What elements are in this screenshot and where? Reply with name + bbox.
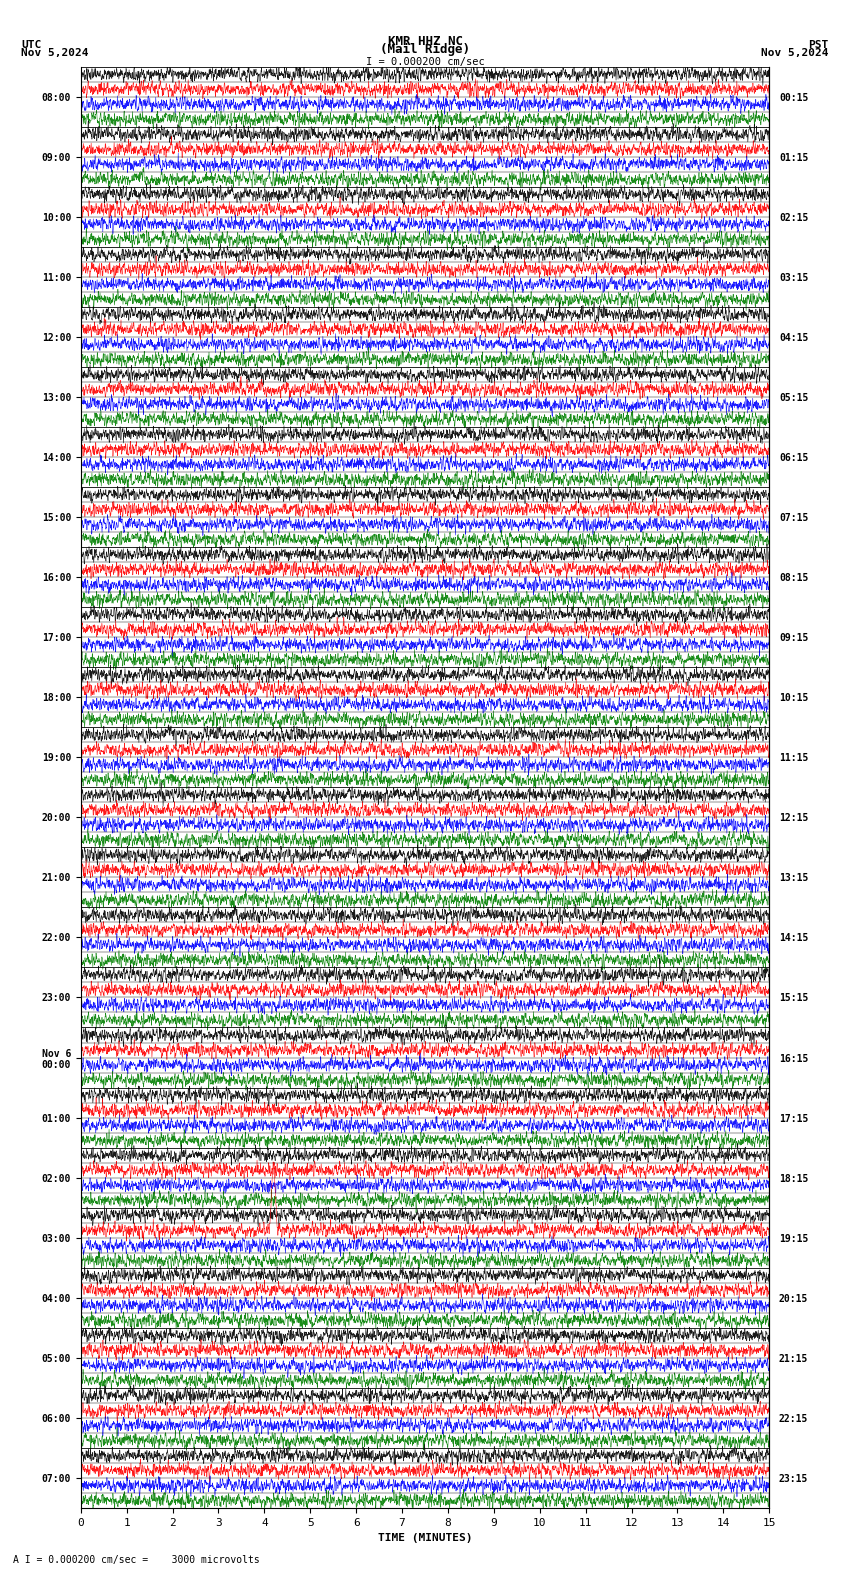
Text: Nov 5,2024: Nov 5,2024 (21, 48, 88, 57)
Text: PST: PST (808, 40, 829, 49)
Text: KMR HHZ NC: KMR HHZ NC (388, 35, 462, 48)
Text: (Mail Ridge): (Mail Ridge) (380, 43, 470, 55)
X-axis label: TIME (MINUTES): TIME (MINUTES) (377, 1533, 473, 1543)
Text: A I = 0.000200 cm/sec =    3000 microvolts: A I = 0.000200 cm/sec = 3000 microvolts (13, 1555, 259, 1565)
Text: I = 0.000200 cm/sec: I = 0.000200 cm/sec (366, 57, 484, 67)
Text: UTC: UTC (21, 40, 42, 49)
Text: Nov 5,2024: Nov 5,2024 (762, 48, 829, 57)
